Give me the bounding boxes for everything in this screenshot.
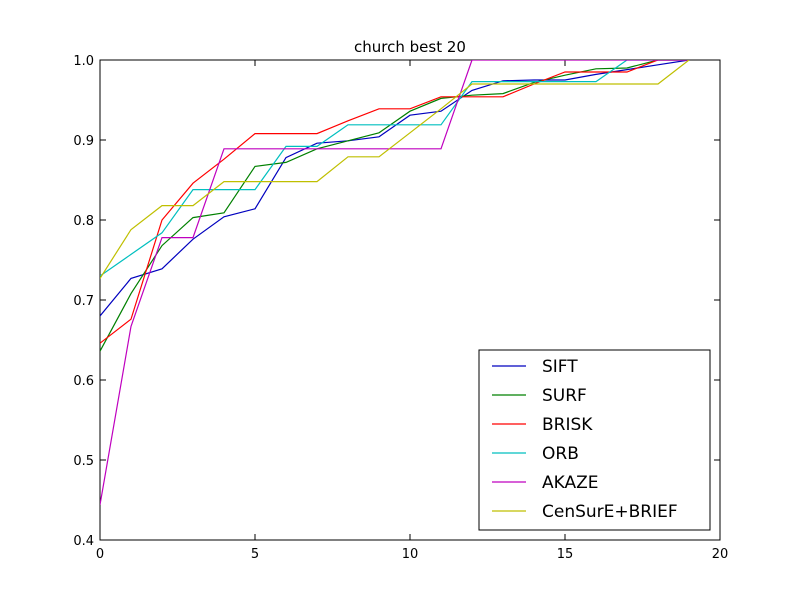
chart-title: church best 20 — [354, 38, 466, 56]
legend-box — [478, 349, 711, 531]
legend-label: AKAZE — [542, 473, 599, 493]
y-tick-label: 1.0 — [73, 54, 94, 69]
series-line-orb — [100, 60, 689, 277]
x-tick-label: 10 — [402, 547, 419, 562]
y-tick-label: 0.9 — [73, 134, 94, 149]
series-line-sift — [100, 60, 690, 317]
x-tick-label: 0 — [96, 547, 104, 562]
y-tick-label: 0.6 — [73, 374, 94, 389]
series-lines — [100, 60, 690, 505]
x-tick-label: 5 — [251, 547, 259, 562]
x-tick-label: 20 — [712, 547, 729, 562]
y-tick-label: 0.4 — [73, 534, 94, 549]
legend-label: BRISK — [542, 415, 593, 435]
legend-label: SURF — [542, 386, 587, 406]
legend-label: CenSurE+BRIEF — [542, 502, 678, 522]
series-line-brisk — [100, 60, 689, 344]
y-tick-label: 0.7 — [73, 294, 94, 309]
y-tick-label: 0.8 — [73, 214, 94, 229]
series-line-surf — [100, 60, 689, 352]
axis-ticks: 0 5 10 15 20 0.4 0.5 0.6 0.7 0.8 0.9 1.0 — [73, 54, 728, 562]
legend-label: ORB — [542, 444, 579, 464]
series-line-akaze — [100, 60, 689, 505]
legend: SIFT SURF BRISK ORB AKAZE CenSurE+BRIEF — [478, 349, 711, 531]
x-tick-label: 15 — [557, 547, 574, 562]
y-tick-label: 0.5 — [73, 454, 94, 469]
legend-label: SIFT — [542, 357, 578, 377]
series-line-censure-brief — [100, 60, 690, 279]
